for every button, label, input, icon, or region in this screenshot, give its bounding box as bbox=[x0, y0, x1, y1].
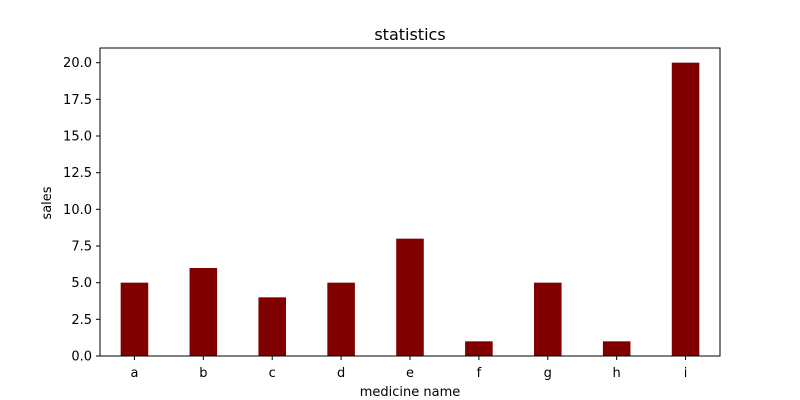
bar-f bbox=[465, 341, 493, 356]
bar-d bbox=[327, 282, 355, 356]
y-axis: 0.0 2.5 5.0 7.5 10.0 12.5 15.0 17.5 20.0 bbox=[63, 56, 100, 365]
y-tick-label: 12.5 bbox=[63, 166, 92, 181]
x-tick-label: a bbox=[130, 366, 138, 381]
bar-a bbox=[120, 282, 149, 356]
plot-frame bbox=[99, 47, 721, 357]
x-axis: a b c d e f g h i bbox=[130, 356, 687, 381]
x-tick-label: g bbox=[544, 366, 552, 381]
bar-i bbox=[671, 62, 700, 357]
y-tick-label: 0.0 bbox=[71, 350, 92, 365]
bar-c bbox=[258, 297, 286, 356]
bar-g bbox=[534, 282, 562, 356]
bar-b bbox=[189, 268, 218, 356]
y-tick-label: 2.5 bbox=[71, 313, 92, 328]
bars-group bbox=[120, 62, 700, 357]
x-tick-label: e bbox=[406, 366, 414, 381]
x-tick-label: h bbox=[613, 366, 621, 381]
y-tick-label: 5.0 bbox=[71, 276, 92, 291]
x-tick-label: c bbox=[269, 366, 276, 381]
y-tick-label: 10.0 bbox=[63, 203, 92, 218]
x-axis-label: medicine name bbox=[360, 385, 461, 400]
x-tick-label: b bbox=[199, 366, 207, 381]
y-tick-label: 15.0 bbox=[63, 130, 92, 145]
y-tick-label: 7.5 bbox=[71, 240, 92, 255]
y-axis-label: sales bbox=[40, 186, 55, 219]
bar-h bbox=[602, 341, 631, 356]
bar-e bbox=[396, 238, 424, 356]
chart-title: statistics bbox=[374, 25, 445, 44]
y-tick-label: 17.5 bbox=[63, 93, 92, 108]
x-tick-label: f bbox=[477, 366, 482, 381]
x-tick-label: d bbox=[337, 366, 345, 381]
x-tick-label: i bbox=[684, 366, 688, 381]
y-tick-label: 20.0 bbox=[63, 56, 92, 71]
